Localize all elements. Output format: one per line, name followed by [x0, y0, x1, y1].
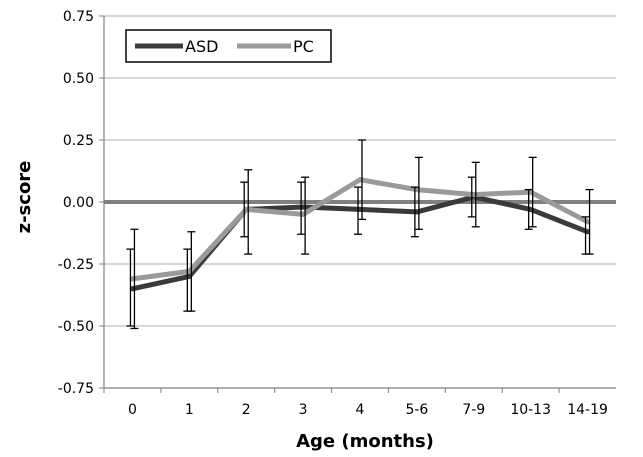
x-axis-title: Age (months): [296, 431, 434, 452]
y-tick-label: -0.25: [58, 257, 94, 273]
data-point-asd: [414, 209, 420, 215]
x-tick-label: 10-13: [510, 402, 551, 418]
legend-label-pc: PC: [293, 37, 314, 56]
y-tick-label: -0.75: [58, 381, 94, 397]
legend: ASD PC: [125, 29, 332, 63]
data-point-pc: [471, 192, 477, 198]
data-point-pc: [357, 177, 363, 183]
error-bars: [126, 139, 594, 330]
y-tick-label: 0.50: [63, 71, 94, 87]
legend-label-asd: ASD: [185, 37, 218, 56]
data-point-pc: [300, 211, 306, 217]
data-point-pc: [129, 276, 135, 282]
x-tick-label: 7-9: [462, 402, 485, 418]
data-point-asd: [585, 229, 591, 235]
y-tick-label: 0.75: [63, 9, 94, 25]
data-point-pc: [414, 187, 420, 193]
x-tick-label: 14-19: [567, 402, 608, 418]
data-point-asd: [300, 204, 306, 210]
y-tick-labels: 0.75 0.50 0.25 0.00 -0.25 -0.50 -0.75: [58, 9, 94, 397]
data-point-pc: [585, 219, 591, 225]
data-point-asd: [357, 206, 363, 212]
data-point-asd: [528, 206, 534, 212]
x-tick-label: 0: [128, 402, 137, 418]
y-tick-label: 0.25: [63, 133, 94, 149]
axes: [103, 16, 616, 393]
data-point-asd: [129, 286, 135, 292]
x-tick-label: 5-6: [405, 402, 428, 418]
data-point-pc: [528, 189, 534, 195]
x-tick-label: 3: [299, 402, 308, 418]
data-point-asd: [186, 273, 192, 279]
x-tick-label: 2: [242, 402, 251, 418]
data-point-pc: [186, 268, 192, 274]
y-tick-label: 0.00: [63, 195, 94, 211]
x-tick-label: 1: [185, 402, 194, 418]
data-point-pc: [243, 206, 249, 212]
x-tick-label: 4: [356, 402, 365, 418]
x-tick-labels: 0 1 2 3 4 5-6 7-9 10-13 14-19: [128, 402, 608, 418]
series-lines: [129, 177, 591, 292]
y-axis-title: z-score: [14, 161, 35, 234]
y-tick-label: -0.50: [58, 319, 94, 335]
